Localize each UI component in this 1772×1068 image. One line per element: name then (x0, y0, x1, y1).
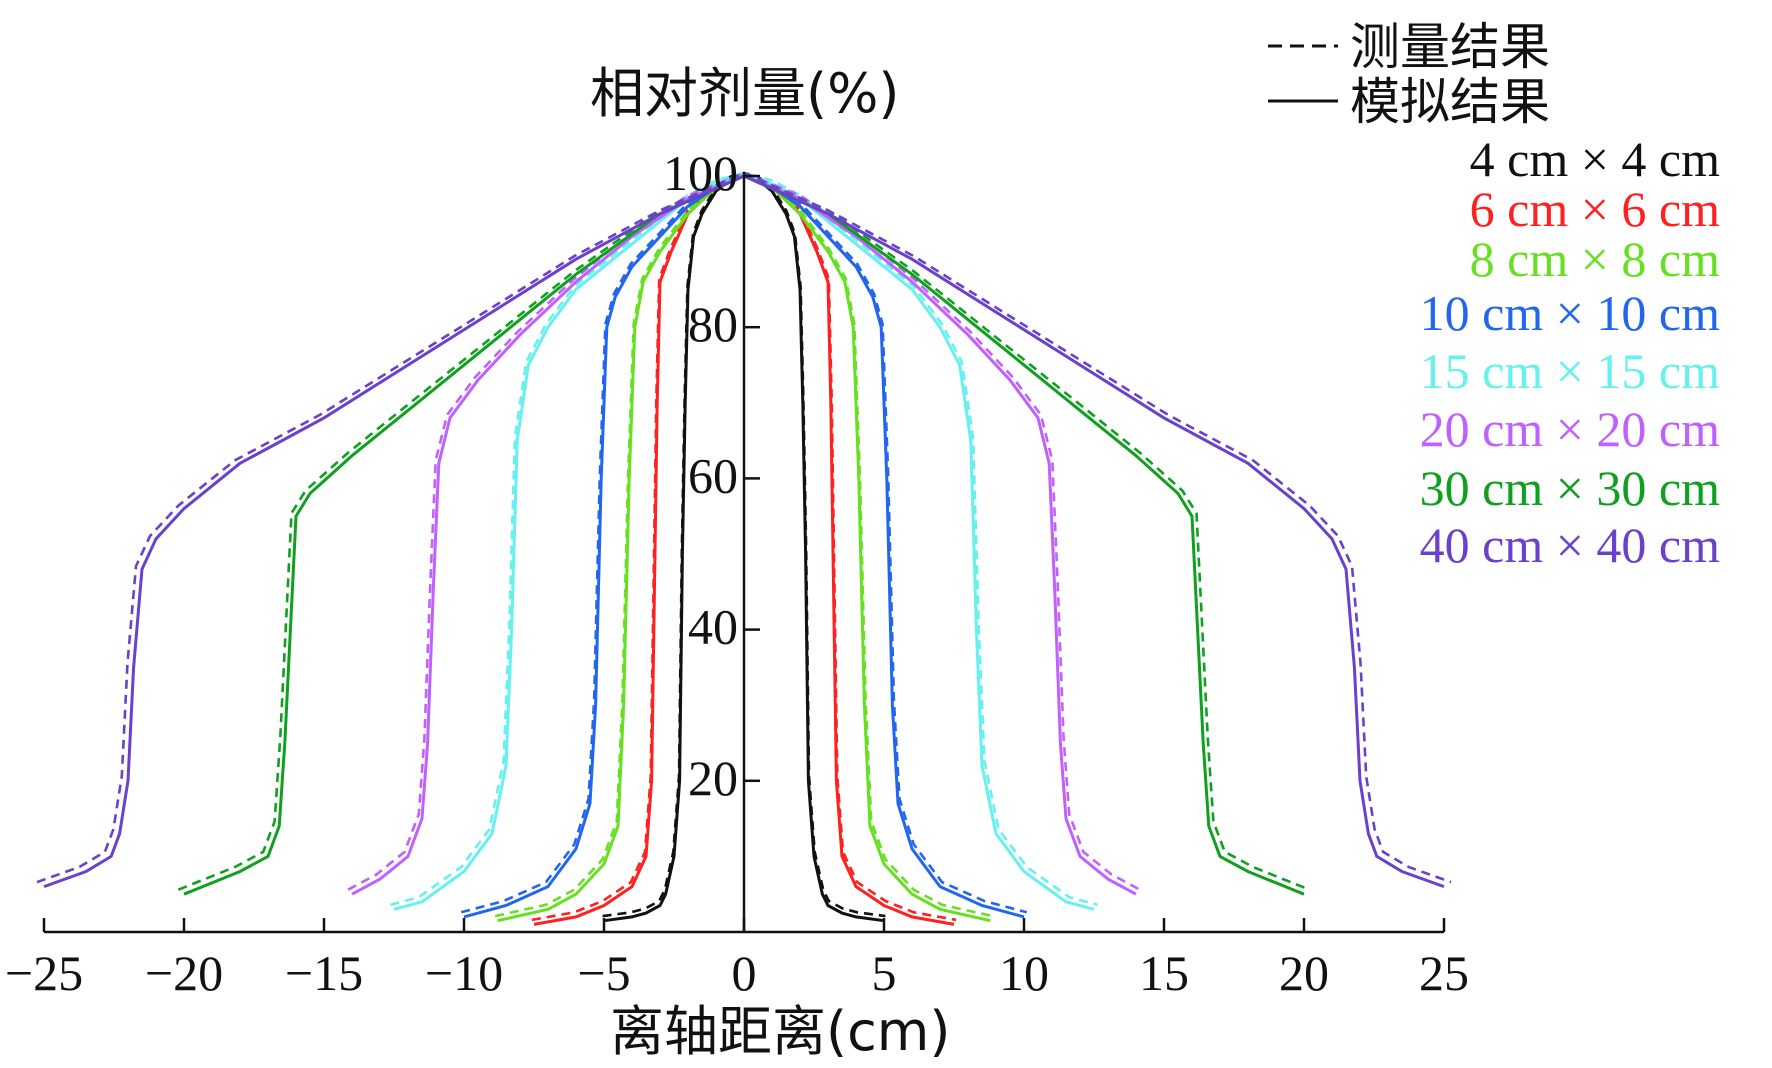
x-axis-title: 离轴距离(cm) (610, 1000, 950, 1063)
y-tick-label: 80 (688, 296, 738, 352)
legend-label-measured: 测量结果 (1350, 18, 1550, 76)
x-tick-label: −25 (5, 945, 83, 1001)
x-ticks: −25 −20 −15 −10 −5 0 5 10 15 20 25 (5, 918, 1469, 1001)
legend: 测量结果 模拟结果 4 cm × 4 cm6 cm × 6 cm8 cm × 8… (1268, 18, 1720, 573)
measured-curve (390, 171, 1098, 907)
x-tick-label: 15 (1139, 945, 1189, 1001)
y-ticks: 20 40 60 80 100 (663, 145, 760, 806)
axes: −25 −20 −15 −10 −5 0 5 10 15 20 25 20 40 60 80 100 (5, 145, 1469, 1001)
series-label: 8 cm × 8 cm (1470, 231, 1720, 287)
series-label: 6 cm × 6 cm (1470, 181, 1720, 237)
series-label: 15 cm × 15 cm (1420, 343, 1720, 399)
x-tick-label: −20 (145, 945, 223, 1001)
measured-curve (347, 171, 1141, 891)
y-tick-label: 40 (688, 599, 738, 655)
y-tick-label: 20 (688, 750, 738, 806)
measured-curve (177, 171, 1311, 891)
series-label: 20 cm × 20 cm (1420, 401, 1720, 457)
y-axis-title: 相对剂量(%) (590, 62, 899, 125)
x-tick-label: −10 (425, 945, 503, 1001)
series-label: 10 cm × 10 cm (1420, 285, 1720, 341)
legend-label-simulated: 模拟结果 (1350, 73, 1550, 131)
x-tick-label: −15 (285, 945, 363, 1001)
x-tick-label: 20 (1279, 945, 1329, 1001)
series-label: 40 cm × 40 cm (1420, 517, 1720, 573)
x-tick-label: 0 (732, 945, 757, 1001)
series-label: 4 cm × 4 cm (1470, 131, 1720, 187)
x-tick-label: 10 (999, 945, 1049, 1001)
x-tick-label: −5 (577, 945, 630, 1001)
y-tick-label: 60 (688, 447, 738, 503)
y-tick-label: 100 (663, 145, 738, 201)
series-label: 30 cm × 30 cm (1420, 460, 1720, 516)
x-tick-label: 5 (872, 945, 897, 1001)
x-tick-label: 25 (1419, 945, 1469, 1001)
